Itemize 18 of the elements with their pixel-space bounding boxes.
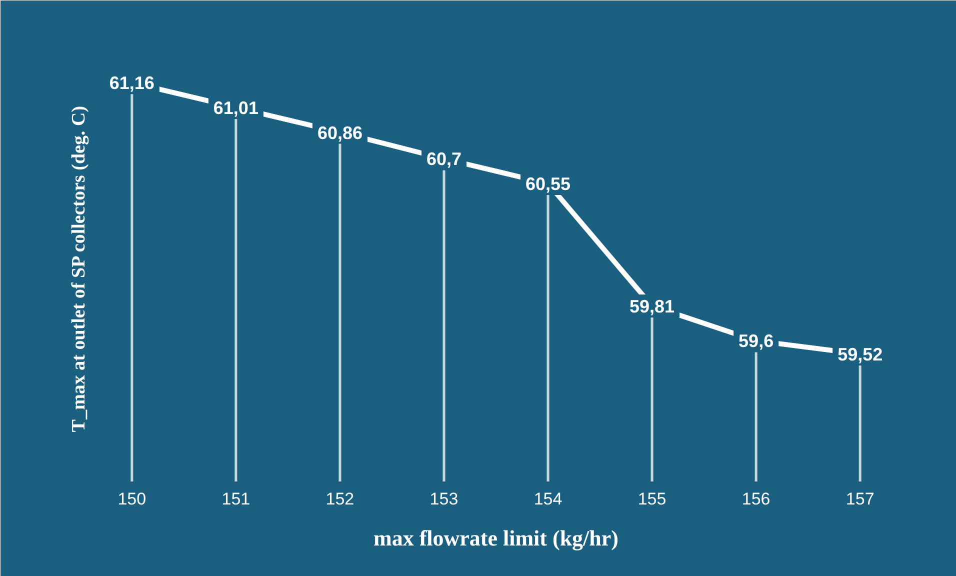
x-tick-label: 156	[742, 490, 770, 508]
x-tick-label: 152	[326, 490, 354, 508]
data-label: 59,52	[838, 344, 883, 364]
x-tick-label: 157	[846, 490, 874, 508]
x-tick-label: 151	[222, 490, 250, 508]
x-tick-label: 153	[430, 490, 458, 508]
data-label: 61,01	[213, 98, 258, 118]
y-axis-title: T_max at outlet of SP collectors (deg. C)	[68, 106, 90, 432]
data-label: 60,7	[426, 149, 462, 170]
x-tick-label: 150	[118, 490, 146, 508]
data-label: 59,81	[630, 296, 675, 316]
data-label: 59,6	[738, 331, 774, 352]
x-tick-label: 155	[638, 490, 666, 508]
x-tick-label: 154	[534, 490, 562, 508]
data-label: 60,86	[317, 122, 362, 143]
data-label: 60,55	[525, 174, 571, 194]
x-axis-title: max flowrate limit (kg/hr)	[374, 526, 618, 550]
data-label: 61,16	[109, 73, 154, 94]
